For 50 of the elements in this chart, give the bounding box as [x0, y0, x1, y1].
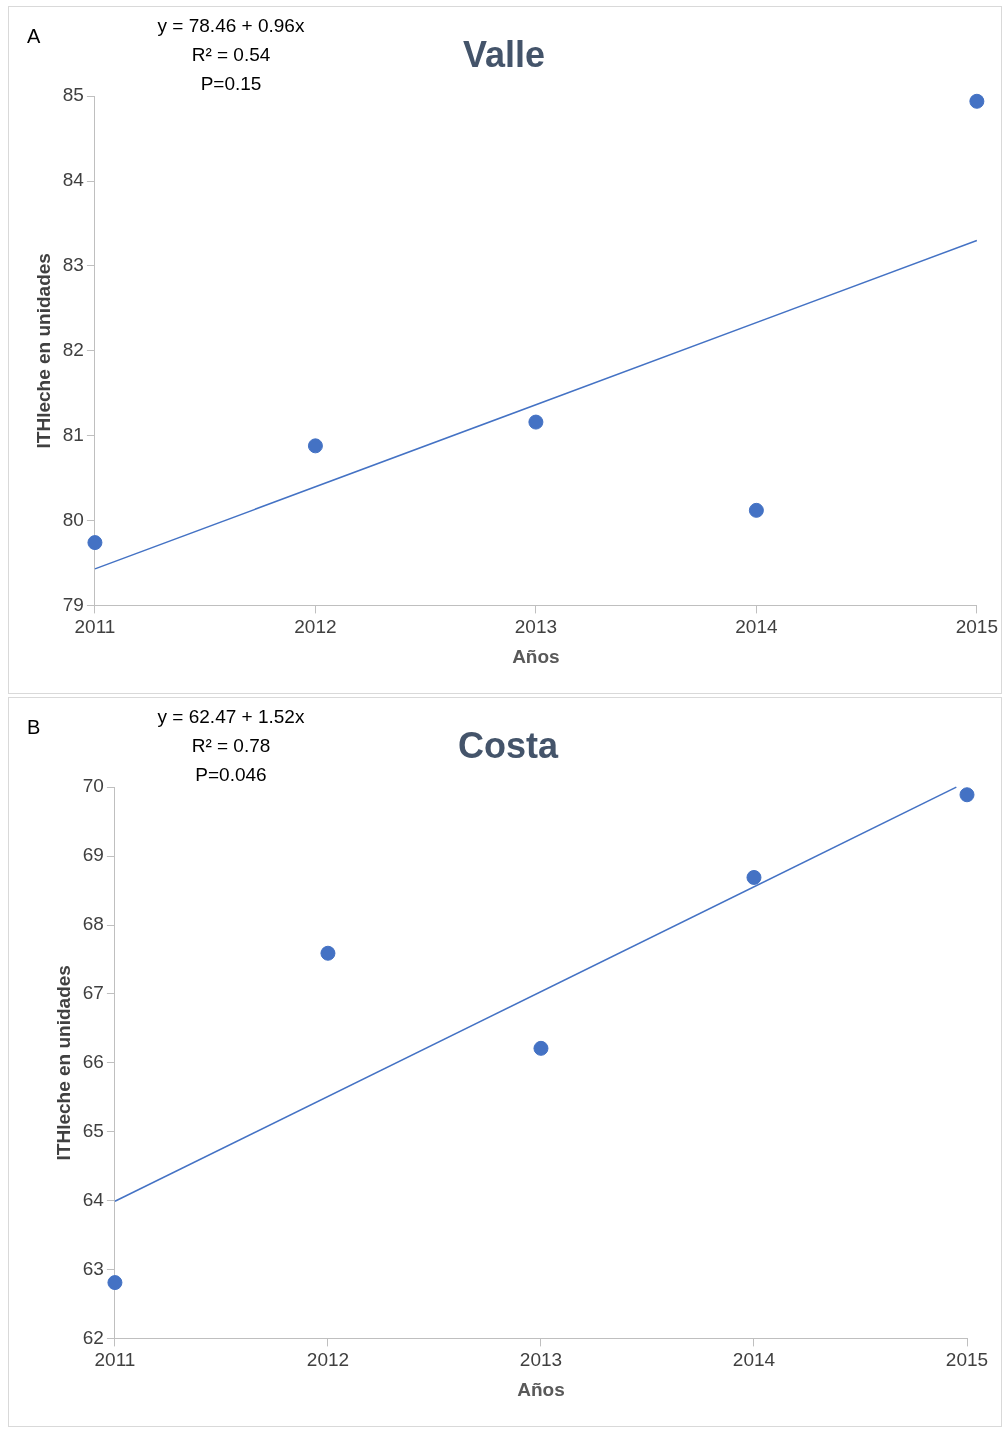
y-axis-title: ITHleche en unidades [52, 965, 74, 1161]
y-tick-label: 68 [82, 913, 104, 935]
point [107, 1275, 123, 1291]
y-tick-label: 85 [62, 84, 84, 106]
x-tick-label: 2014 [735, 616, 778, 638]
x-tick-label: 2014 [732, 1349, 776, 1371]
x-tick-label: 2011 [94, 1349, 136, 1371]
text: R² = 0.78 [191, 735, 271, 757]
y-tick-label: 83 [62, 254, 84, 276]
x-tick-label: 2012 [294, 616, 337, 638]
y-tick-label: 81 [62, 423, 84, 445]
y-tick-label: 69 [82, 844, 104, 866]
text: y = 62.47 + 1.52x [157, 706, 305, 728]
y-tick-label: 79 [62, 593, 84, 615]
y-tick-label: 70 [82, 775, 104, 797]
y-tick-label: 80 [62, 508, 84, 530]
x-tick-label: 2015 [955, 616, 999, 638]
point [533, 1040, 549, 1056]
point [746, 869, 762, 885]
y-tick-label: 84 [62, 169, 85, 191]
point [87, 535, 103, 551]
x-tick-label: 2013 [519, 1349, 563, 1371]
x-tick-label: 2012 [306, 1349, 350, 1371]
y-axis-title: ITHleche en unidades [32, 253, 54, 449]
text: R² = 0.54 [191, 44, 271, 66]
y-tick-label: 64 [82, 1188, 105, 1210]
x-tick-label: 2015 [945, 1349, 989, 1371]
x-axis-title: Años [512, 645, 560, 667]
point [959, 787, 975, 803]
y-tick-label: 65 [82, 1119, 104, 1141]
chart-title: Costa [457, 724, 559, 766]
text: B [27, 715, 41, 738]
y-tick-label: 67 [82, 982, 104, 1004]
text: y = 78.46 + 0.96x [157, 15, 305, 37]
chart-title: Valle [462, 33, 546, 75]
y-tick-label: 62 [82, 1326, 104, 1348]
x-tick-label: 2011 [74, 616, 116, 638]
y-tick-label: 63 [82, 1257, 104, 1279]
point [320, 945, 336, 961]
x-tick-label: 2013 [514, 616, 558, 638]
point [748, 502, 764, 518]
text: P=0.15 [200, 73, 262, 95]
y-tick-label: 66 [82, 1051, 104, 1073]
point [307, 438, 323, 454]
text: P=0.046 [195, 764, 267, 786]
y-tick-label: 82 [62, 339, 84, 361]
point [969, 93, 985, 109]
point [528, 414, 544, 430]
text: A [27, 24, 41, 47]
x-axis-title: Años [517, 1378, 565, 1400]
